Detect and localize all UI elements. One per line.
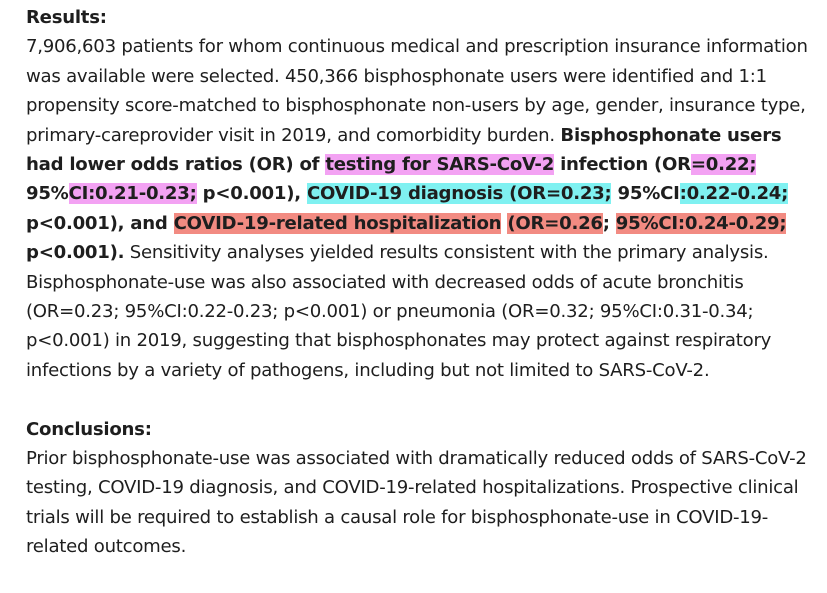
results-section: Results: 7,906,603 patients for whom con… xyxy=(26,3,816,385)
conclusions-paragraph: Prior bisphosphonate-use was associated … xyxy=(26,448,807,558)
findings-segment-2: infection (OR xyxy=(554,154,691,176)
highlight-hospitalization: COVID-19-related hospitalization xyxy=(173,212,502,234)
section-spacer xyxy=(26,385,827,414)
findings-segment-9: p<0.001). xyxy=(26,242,125,264)
findings-segment-1: Bisphosphonate users had lower odds rati… xyxy=(26,124,782,176)
findings-segment-5: 95%CI xyxy=(611,183,680,205)
findings-segment-3: 95% xyxy=(26,183,69,205)
highlight-ci-diagnosis: :0.22-0.24; xyxy=(679,183,789,205)
results-paragraph: 7,906,603 patients for whom continuous m… xyxy=(26,32,816,385)
highlight-diagnosis: COVID-19 diagnosis (OR=0.23; xyxy=(306,183,612,205)
conclusions-section: Conclusions: Prior bisphosphonate-use wa… xyxy=(26,415,816,562)
results-intro-text: 7,906,603 patients for whom continuous m… xyxy=(26,36,808,146)
highlight-or-testing: =0.22; xyxy=(690,154,757,176)
conclusions-heading: Conclusions: xyxy=(26,418,152,440)
highlight-testing: testing for SARS-CoV-2 xyxy=(325,154,555,176)
highlight-ci-testing: CI:0.21-0.23; xyxy=(68,183,197,205)
findings-segment-4: p<0.001), xyxy=(196,183,307,205)
findings-segment-8: ; xyxy=(602,212,616,234)
results-sensitivity-text: Sensitivity analyses yielded results con… xyxy=(26,242,772,381)
findings-segment-6: p<0.001), and xyxy=(26,212,174,234)
results-heading: Results: xyxy=(26,7,107,28)
key-findings-text: Bisphosphonate users had lower odds rati… xyxy=(26,125,788,264)
highlight-ci-hospitalization: 95%CI:0.24-0.29; xyxy=(615,212,787,234)
highlight-or-hospitalization: (OR=0.26 xyxy=(507,212,603,234)
